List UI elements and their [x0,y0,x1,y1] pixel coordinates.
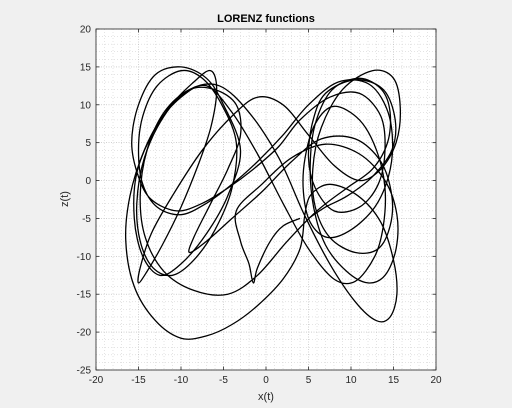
y-tick-label: 5 [85,138,91,149]
x-tick-label: 5 [306,375,312,386]
y-tick-labels: -25 -20 -15 -10 -5 0 5 10 15 20 [77,25,92,377]
x-tick-label: 20 [430,375,442,386]
trajectory-line [124,69,402,340]
x-tick-label: -15 [131,375,146,386]
x-axis-label: x(t) [258,391,274,403]
y-tick-label: 20 [80,25,92,36]
chart-title: LORENZ functions [217,13,315,25]
x-tick-label: -10 [174,375,189,386]
x-tick-label: -20 [89,375,104,386]
series-group [124,66,402,340]
y-tick-label: 10 [80,100,92,111]
ticks [95,28,437,371]
y-tick-label: 0 [85,176,91,187]
x-tick-labels: -20 -15 -10 -5 0 5 10 15 20 [89,375,442,386]
y-tick-label: -25 [77,366,92,377]
x-tick-label: 0 [263,375,269,386]
y-tick-label: 15 [80,62,92,73]
x-tick-label: 10 [345,375,357,386]
y-tick-label: -5 [82,214,91,225]
y-tick-label: -10 [77,252,92,263]
x-tick-label: 15 [388,375,400,386]
y-tick-label: -15 [77,290,92,301]
x-tick-label: -5 [219,375,228,386]
trajectory-line [131,66,398,323]
y-tick-label: -20 [77,328,92,339]
y-axis-label: z(t) [59,191,71,207]
